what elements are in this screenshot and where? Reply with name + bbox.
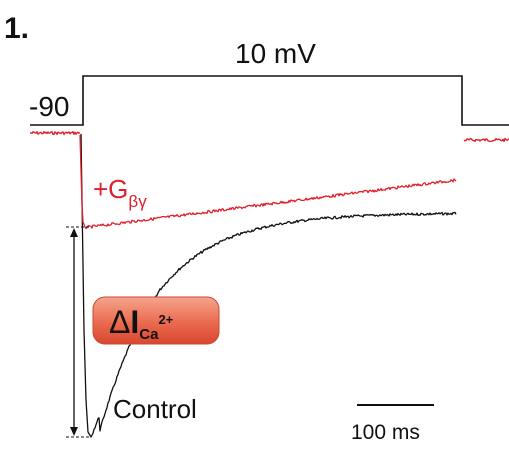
gbg-trace — [79, 134, 457, 230]
ion-superscript: 2+ — [158, 312, 173, 327]
gbg-series-label-subscript: βγ — [128, 192, 147, 211]
delta-ica-label: ΔICa2+ — [109, 304, 174, 343]
time-scale-bar: 100 ms — [351, 404, 434, 444]
gbg-baseline-pre — [30, 131, 81, 136]
delta-current-arrow — [66, 226, 90, 438]
scale-bar-label: 100 ms — [351, 421, 420, 444]
panel-label: 1. — [4, 12, 29, 45]
voltage-protocol: -90 10 mV — [29, 38, 509, 126]
holding-potential-label: -90 — [29, 91, 69, 122]
current-symbol: I — [130, 304, 139, 340]
gbg-series-label: +Gβγ — [93, 174, 147, 211]
ion-subscript: Ca — [139, 326, 159, 343]
delta-symbol: Δ — [109, 304, 130, 340]
delta-ica-badge: ΔICa2+ — [92, 296, 220, 345]
control-trace — [80, 133, 457, 438]
gbg-series-label-main: +G — [93, 174, 128, 204]
voltage-step-trace — [30, 75, 509, 126]
control-series-label: Control — [113, 394, 197, 424]
step-potential-label: 10 mV — [235, 38, 316, 69]
gbg-baseline-post — [463, 137, 509, 143]
